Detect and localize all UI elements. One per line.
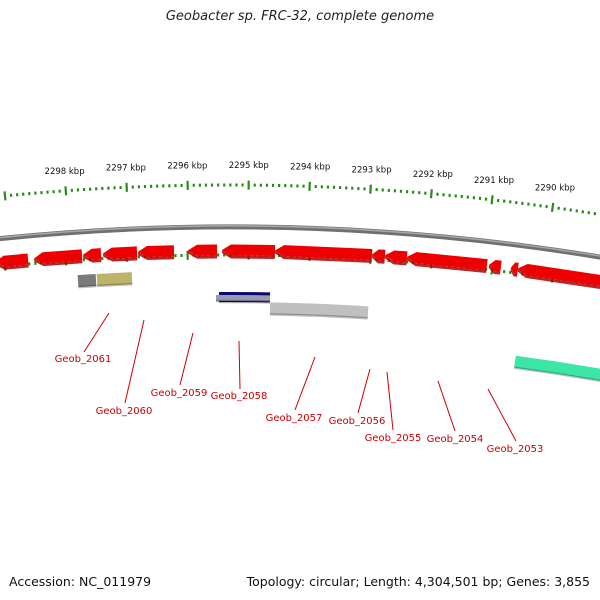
tick-label: 2291 kbp (474, 176, 514, 186)
gene-arrow (188, 244, 218, 256)
backbone-highlight (0, 225, 600, 257)
cog-block (77, 274, 97, 288)
gene-arrow-edge (274, 250, 372, 263)
gene-arrow-edge (103, 253, 138, 262)
label-leader (83, 312, 110, 353)
gene-arrow-edge (371, 254, 385, 264)
label-leader (124, 319, 145, 404)
gene-arrow-edge (517, 268, 600, 290)
gene-arrow-edge (83, 254, 102, 263)
label-leader (357, 368, 371, 414)
topology-label: Topology: circular; Length: 4,304,501 bp… (246, 574, 590, 589)
gene-arrow (34, 249, 83, 264)
tick-major (369, 184, 372, 194)
gene-arrow-edge (138, 251, 175, 261)
map-title: Geobacter sp. FRC-32, complete genome (165, 9, 435, 24)
gene-arrow (83, 248, 102, 260)
gene-track (0, 244, 600, 290)
gene-arrow-edge (0, 264, 29, 270)
tick-major (550, 202, 555, 213)
genome-backbone (0, 224, 600, 260)
label-leader (238, 340, 241, 390)
gene-arrow-edge (222, 250, 275, 259)
gene-arrow (0, 253, 29, 267)
gene-label: Geob_2059 (151, 388, 208, 399)
gene-label: Geob_2061 (55, 354, 112, 365)
tick-major (64, 186, 68, 196)
gene-labels: Geob_2061 Geob_2060 Geob_2059 Geob_2058 Geob… (55, 312, 544, 455)
cog-block-edge (269, 313, 368, 320)
gene-arrow-edge (34, 258, 83, 267)
gene-arrow-edge (188, 250, 218, 259)
cog-block (96, 272, 133, 286)
cog-block-edge (514, 366, 600, 383)
tick-major (3, 191, 7, 201)
gene-label: Geob_2057 (266, 413, 323, 424)
tick-label: 2293 kbp (352, 165, 392, 175)
gene-arrow (511, 262, 519, 274)
tick-major (490, 195, 494, 205)
cog-block (215, 295, 271, 302)
label-leader (487, 388, 517, 442)
tick-major (429, 189, 433, 199)
gene-label: Geob_2053 (487, 444, 544, 455)
gene-label: Geob_2055 (365, 433, 422, 444)
cog-block-edge (97, 282, 133, 288)
gene-arrow (222, 244, 276, 256)
label-leader (386, 371, 394, 431)
gene-arrow-edge (384, 255, 407, 266)
gene-arrow-edge (406, 256, 487, 274)
cog-block-edge (78, 284, 97, 289)
label-leader (437, 380, 456, 432)
tick-label: 2290 kbp (535, 184, 575, 194)
tick-label: 2294 kbp (290, 162, 330, 172)
gene-arrow (138, 245, 175, 258)
gene-arrow-edge (510, 267, 518, 277)
cog-block (514, 355, 600, 381)
tick-label: 2298 kbp (45, 167, 85, 177)
gene-arrow (372, 249, 386, 261)
gene-arrow (518, 264, 600, 287)
label-leader (294, 356, 316, 411)
tick-label: 2295 kbp (229, 161, 269, 171)
backbone-line (0, 224, 600, 260)
tick-label: 2296 kbp (167, 161, 207, 171)
tick-label: 2292 kbp (413, 170, 453, 180)
gene-label: Geob_2054 (427, 434, 484, 445)
gene-arrow (407, 252, 488, 271)
gene-label: Geob_2058 (211, 391, 268, 402)
scale-ticks: 2298 kbp 2297 kbp 2296 kbp 2295 kbp 2294 kbp… (3, 161, 597, 287)
label-leader (179, 332, 194, 386)
gene-arrow (103, 246, 138, 259)
gene-label: Geob_2060 (96, 406, 153, 417)
accession-label: Accession: NC_011979 (9, 574, 152, 589)
gene-arrow (489, 260, 502, 272)
gene-arrow (385, 250, 408, 263)
tick-label: 2297 kbp (106, 163, 146, 173)
gene-arrow-edge (488, 264, 501, 275)
cog-tracks (77, 272, 600, 383)
gene-label: Geob_2056 (329, 416, 386, 427)
gene-arrow (275, 245, 373, 260)
cog-block (269, 302, 369, 319)
